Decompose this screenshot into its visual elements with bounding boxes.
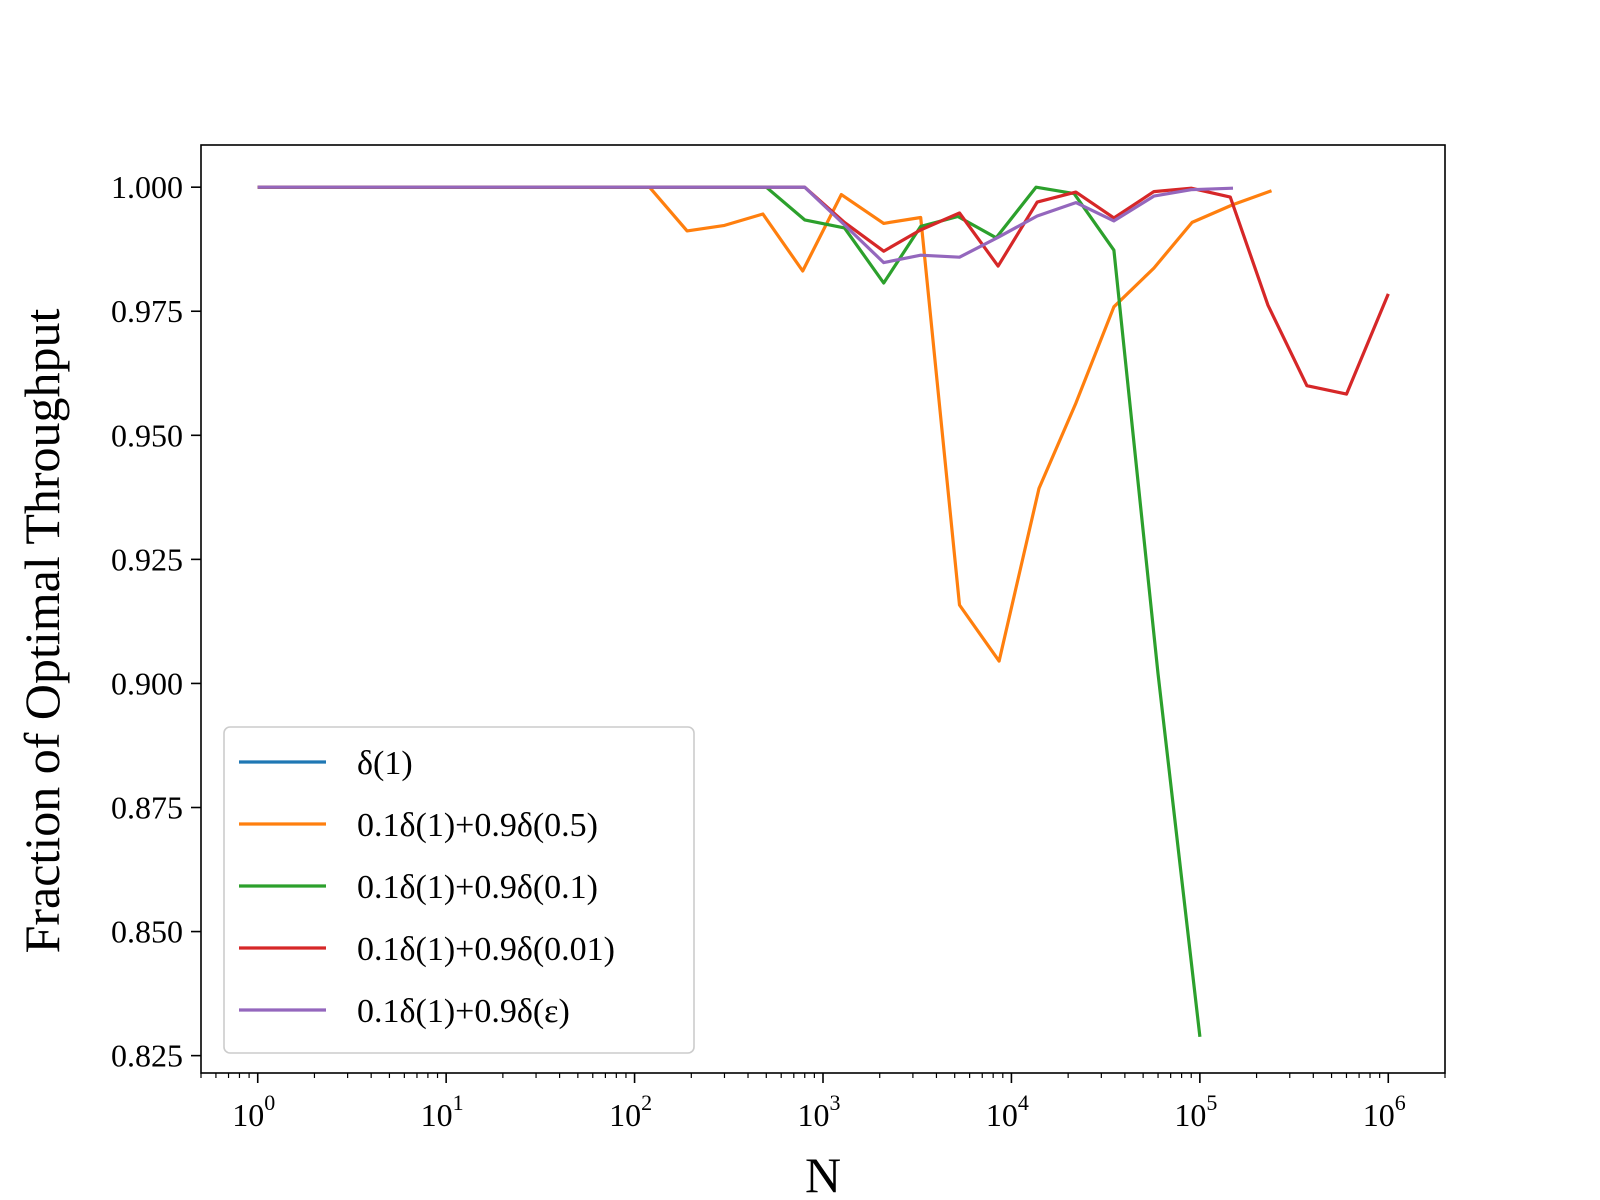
- x-tick-exponent: 5: [1206, 1090, 1217, 1115]
- y-tick-label: 0.900: [111, 665, 183, 701]
- series-line-5: [257, 185, 1234, 265]
- legend-box: [223, 726, 695, 1054]
- series-line-2: [257, 185, 1273, 663]
- x-tick-label: 100: [232, 1090, 275, 1133]
- y-axis-title: Fraction of Optimal Throughput: [14, 308, 70, 953]
- legend-label: δ(1): [357, 745, 413, 782]
- y-tick-label: 0.975: [111, 293, 183, 329]
- series-line-3: [257, 185, 1202, 1037]
- y-tick-label: 0.825: [111, 1038, 183, 1074]
- x-tick-label: 102: [609, 1090, 652, 1133]
- x-tick-base: 10: [1363, 1097, 1395, 1133]
- x-axis-title: N: [805, 1147, 841, 1200]
- x-tick-label: 103: [798, 1090, 841, 1133]
- y-tick-label: 1.000: [111, 169, 183, 205]
- x-tick-base: 10: [232, 1097, 264, 1133]
- y-tick-label: 0.950: [111, 417, 183, 453]
- x-tick-base: 10: [1174, 1097, 1206, 1133]
- x-tick-label: 104: [986, 1090, 1029, 1133]
- x-tick-exponent: 3: [830, 1090, 841, 1115]
- x-tick-exponent: 6: [1395, 1090, 1406, 1115]
- legend-label: 0.1δ(1)+0.9δ(0.1): [357, 869, 598, 906]
- x-tick-label: 106: [1363, 1090, 1406, 1133]
- x-tick-base: 10: [798, 1097, 830, 1133]
- legend-label: 0.1δ(1)+0.9δ(ε): [357, 993, 570, 1030]
- y-tick-label: 0.925: [111, 541, 183, 577]
- x-tick-label: 105: [1174, 1090, 1217, 1133]
- legend-label: 0.1δ(1)+0.9δ(0.5): [357, 807, 598, 844]
- x-tick-exponent: 2: [641, 1090, 652, 1115]
- y-axis: 0.825 0.850 0.875 0.900 0.925 0.950 0.975 1.000: [111, 169, 201, 1074]
- series-line-4: [257, 185, 1390, 396]
- x-axis: 100 101 102 103 104 105 106: [200, 1073, 1446, 1133]
- x-tick-label: 101: [421, 1090, 464, 1133]
- x-tick-exponent: 0: [264, 1090, 275, 1115]
- y-tick-label: 0.875: [111, 790, 183, 826]
- x-tick-base: 10: [421, 1097, 453, 1133]
- series-layer: [257, 185, 1390, 1037]
- y-tick-label: 0.850: [111, 914, 183, 950]
- x-tick-base: 10: [609, 1097, 641, 1133]
- legend-label: 0.1δ(1)+0.9δ(0.01): [357, 931, 615, 968]
- x-tick-exponent: 4: [1018, 1090, 1029, 1115]
- x-tick-exponent: 1: [453, 1090, 464, 1115]
- x-tick-base: 10: [986, 1097, 1018, 1133]
- legend: δ(1) 0.1δ(1)+0.9δ(0.5) 0.1δ(1)+0.9δ(0.1) 0.…: [223, 726, 695, 1054]
